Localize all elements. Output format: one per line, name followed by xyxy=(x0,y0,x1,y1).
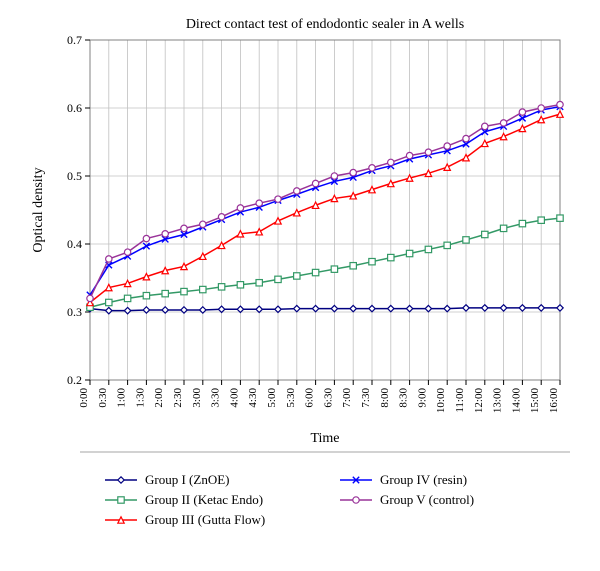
x-tick-label: 3:00 xyxy=(191,388,203,408)
legend-item: Group IV (resin) xyxy=(340,472,467,487)
legend-label: Group I (ZnOE) xyxy=(145,472,229,487)
x-tick-label: 9:00 xyxy=(416,388,428,408)
x-tick-label: 4:30 xyxy=(247,388,259,408)
legend-label: Group V (control) xyxy=(380,492,474,507)
x-tick-label: 11:00 xyxy=(454,388,466,413)
x-tick-label: 8:00 xyxy=(379,388,391,408)
x-tick-label: 5:00 xyxy=(266,388,278,408)
x-tick-label: 0:30 xyxy=(97,388,109,408)
y-axis-label: Optical density xyxy=(31,167,46,252)
legend-item: Group I (ZnOE) xyxy=(105,472,229,487)
x-tick-label: 6:00 xyxy=(304,388,316,408)
x-tick-label: 14:00 xyxy=(510,388,522,414)
legend-label: Group III (Gutta Flow) xyxy=(145,512,265,527)
x-tick-label: 15:00 xyxy=(529,388,541,414)
y-tick-label: 0.6 xyxy=(67,101,82,115)
x-tick-label: 2:30 xyxy=(172,388,184,408)
y-tick-label: 0.2 xyxy=(67,373,82,387)
x-tick-label: 6:30 xyxy=(322,388,334,408)
y-tick-label: 0.7 xyxy=(67,33,82,47)
x-tick-label: 3:30 xyxy=(210,388,222,408)
x-tick-label: 16:00 xyxy=(548,388,560,414)
legend-label: Group IV (resin) xyxy=(380,472,467,487)
legend-item: Group II (Ketac Endo) xyxy=(105,492,263,507)
legend-item: Group III (Gutta Flow) xyxy=(105,512,265,527)
legend-label: Group II (Ketac Endo) xyxy=(145,492,263,507)
y-tick-label: 0.3 xyxy=(67,305,82,319)
x-tick-label: 5:30 xyxy=(285,388,297,408)
x-tick-label: 7:30 xyxy=(360,388,372,408)
legend-item: Group V (control) xyxy=(340,492,474,507)
x-tick-label: 8:30 xyxy=(398,388,410,408)
x-tick-label: 10:00 xyxy=(435,388,447,414)
x-tick-label: 1:30 xyxy=(134,388,146,408)
x-axis-label: Time xyxy=(310,431,339,446)
y-tick-label: 0.5 xyxy=(67,169,82,183)
x-tick-label: 2:00 xyxy=(153,388,165,408)
x-tick-label: 4:00 xyxy=(228,388,240,408)
x-tick-label: 7:00 xyxy=(341,388,353,408)
x-tick-label: 12:00 xyxy=(473,388,485,414)
chart-container: 0.2 0.3 0.4 0.5 0.6 0.7 0:00 0:30 1:00 1:30 2:00 2:… xyxy=(10,10,590,561)
x-tick-label: 13:00 xyxy=(492,388,504,414)
chart-title: Direct contact test of endodontic sealer… xyxy=(186,17,464,32)
y-tick-label: 0.4 xyxy=(67,237,82,251)
x-tick-label: 1:00 xyxy=(116,388,128,408)
chart-svg: 0.2 0.3 0.4 0.5 0.6 0.7 0:00 0:30 1:00 1:30 2:00 2:… xyxy=(10,10,590,561)
x-tick-label: 0:00 xyxy=(78,388,90,408)
